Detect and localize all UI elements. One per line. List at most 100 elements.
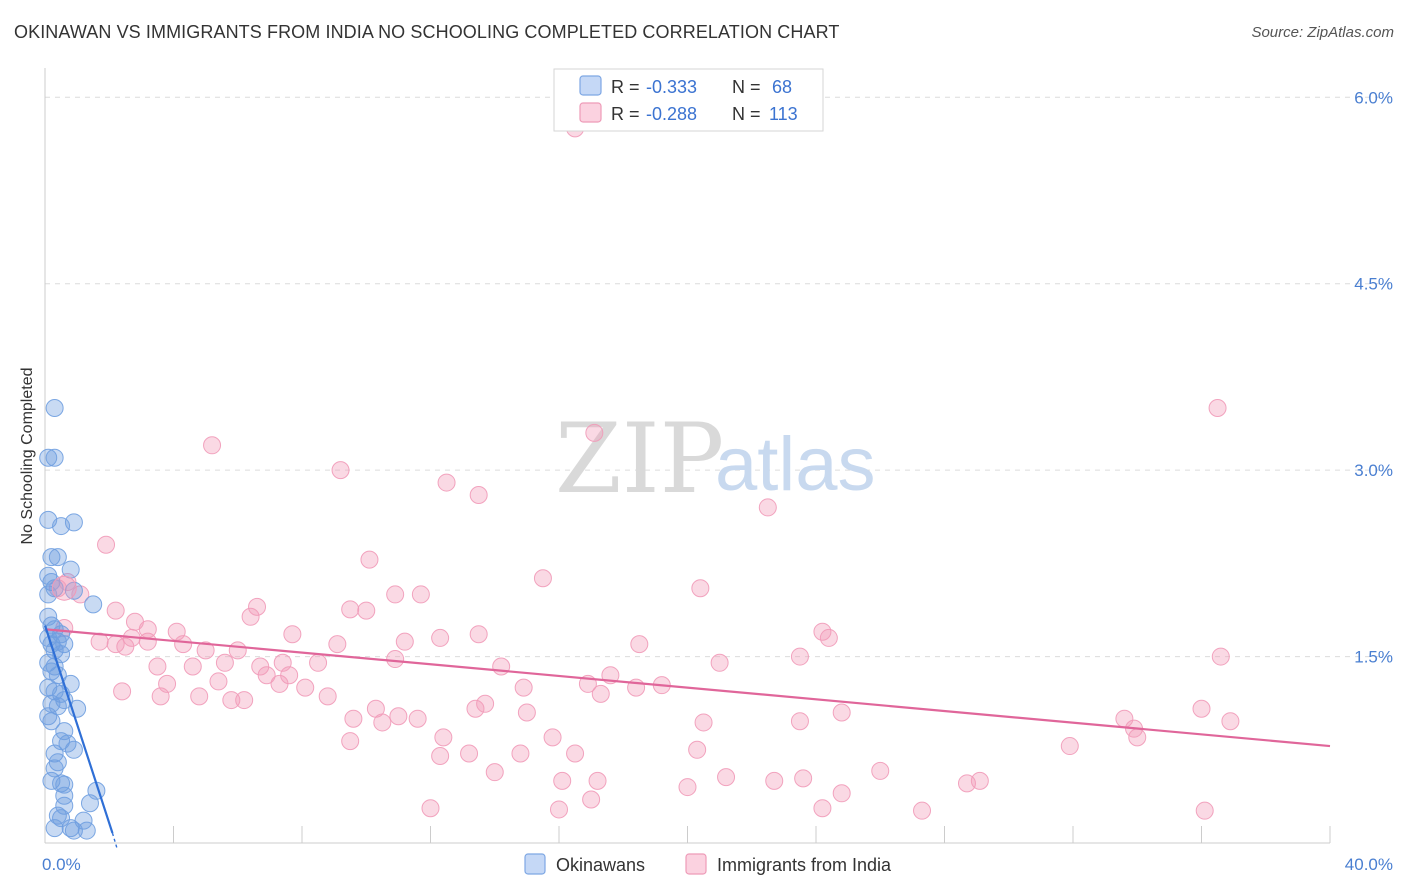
data-point-okinawans [80,794,99,813]
data-point-india [485,763,504,782]
data-point-india [585,423,604,442]
data-point-india [717,768,736,787]
data-point-india [466,699,485,718]
data-point-india [492,657,511,676]
data-point-india [913,801,932,820]
data-point-india [1060,737,1079,756]
legend-swatch-india [685,853,707,875]
data-point-india [566,744,585,763]
y-tick-label: 3.0% [1354,461,1393,480]
data-point-okinawans [45,819,64,838]
data-point-india [678,778,697,797]
axes [44,68,1331,844]
data-point-india [832,784,851,803]
tick-labels: 1.5% 3.0% 4.5% 6.0% 0.0% 40.0% [42,88,1393,874]
y-tick-label: 4.5% [1354,275,1393,294]
data-point-india [460,744,479,763]
data-point-india [341,600,360,619]
data-point-india [421,799,440,818]
watermark-atlas: atlas [715,422,876,507]
data-point-india [630,635,649,654]
stats-r-label-1: R = [611,77,640,97]
legend: Okinawans Immigrants from India [524,853,892,875]
data-point-india [148,657,167,676]
data-point-okinawans [39,448,58,467]
data-point-india [691,579,710,598]
data-point-india [517,703,536,722]
data-point-india [328,635,347,654]
stats-n-label-1: N = [732,77,761,97]
stats-r-label-2: R = [611,104,640,124]
data-point-india [51,575,77,601]
grid-lines [45,96,1392,658]
data-point-india [553,771,572,790]
data-point-india [957,774,976,793]
data-point-india [190,687,209,706]
stats-n-label-2: N = [732,104,761,124]
y-tick-label: 6.0% [1354,88,1393,107]
data-point-okinawans [84,595,103,614]
data-point-india [588,771,607,790]
data-point-india [694,713,713,732]
data-point-india [1221,712,1240,731]
data-point-india [514,678,533,697]
data-point-okinawans [52,809,71,828]
data-point-india [1195,801,1214,820]
data-point-india [196,641,215,660]
data-point-india [97,535,116,554]
data-point-india [591,684,610,703]
data-point-okinawans [45,448,64,467]
stats-n-india: 113 [769,104,798,124]
data-point-okinawans [64,581,83,600]
data-point-india [813,799,832,818]
data-point-okinawans [45,399,64,417]
data-point-okinawans [55,786,74,805]
data-point-india [296,678,315,697]
data-point-okinawans [74,811,93,830]
data-point-india [765,771,784,790]
x-tick-label-min: 0.0% [42,855,81,874]
legend-swatch-okinawans [524,853,546,875]
data-point-india [1192,699,1211,718]
data-point-okinawans [39,707,58,726]
stats-r-india: -0.288 [646,104,697,124]
data-point-india [222,691,241,710]
data-point-india [411,585,430,604]
y-tick-label: 1.5% [1354,648,1393,667]
watermark-zip: ZIP [555,403,724,515]
data-point-india [582,790,601,809]
data-point-okinawans [55,635,74,654]
data-point-india [431,747,450,765]
trend-lines [43,625,1331,850]
data-point-india [344,709,363,728]
data-point-india [270,674,289,693]
data-point-india [151,687,170,706]
stats-swatch-okinawans [579,75,602,96]
data-point-india [331,461,350,480]
source-credit: Source: ZipAtlas.com [1251,24,1394,41]
data-point-india [1211,647,1230,666]
data-point-india [203,436,222,455]
chart-title: OKINAWAN VS IMMIGRANTS FROM INDIA NO SCH… [14,22,840,42]
data-point-india [248,597,267,616]
data-point-india [469,486,488,504]
data-point-india [710,653,729,672]
data-point-india [257,666,276,685]
data-point-india [511,744,530,763]
data-point-india [373,713,392,732]
data-point-okinawans [42,548,61,567]
data-point-india [215,653,234,672]
stats-r-okinawans: -0.333 [646,77,697,97]
data-point-india [434,728,453,747]
data-point-india [309,653,328,672]
legend-label-okinawans: Okinawans [556,855,645,875]
x-tick-label-max: 40.0% [1345,855,1393,874]
data-point-okinawans [77,821,96,840]
data-point-india [235,691,254,710]
data-point-okinawans [48,548,67,567]
data-point-india [1208,399,1227,417]
data-point-india [437,473,456,492]
data-point-india [116,637,135,656]
data-point-india [241,607,260,626]
